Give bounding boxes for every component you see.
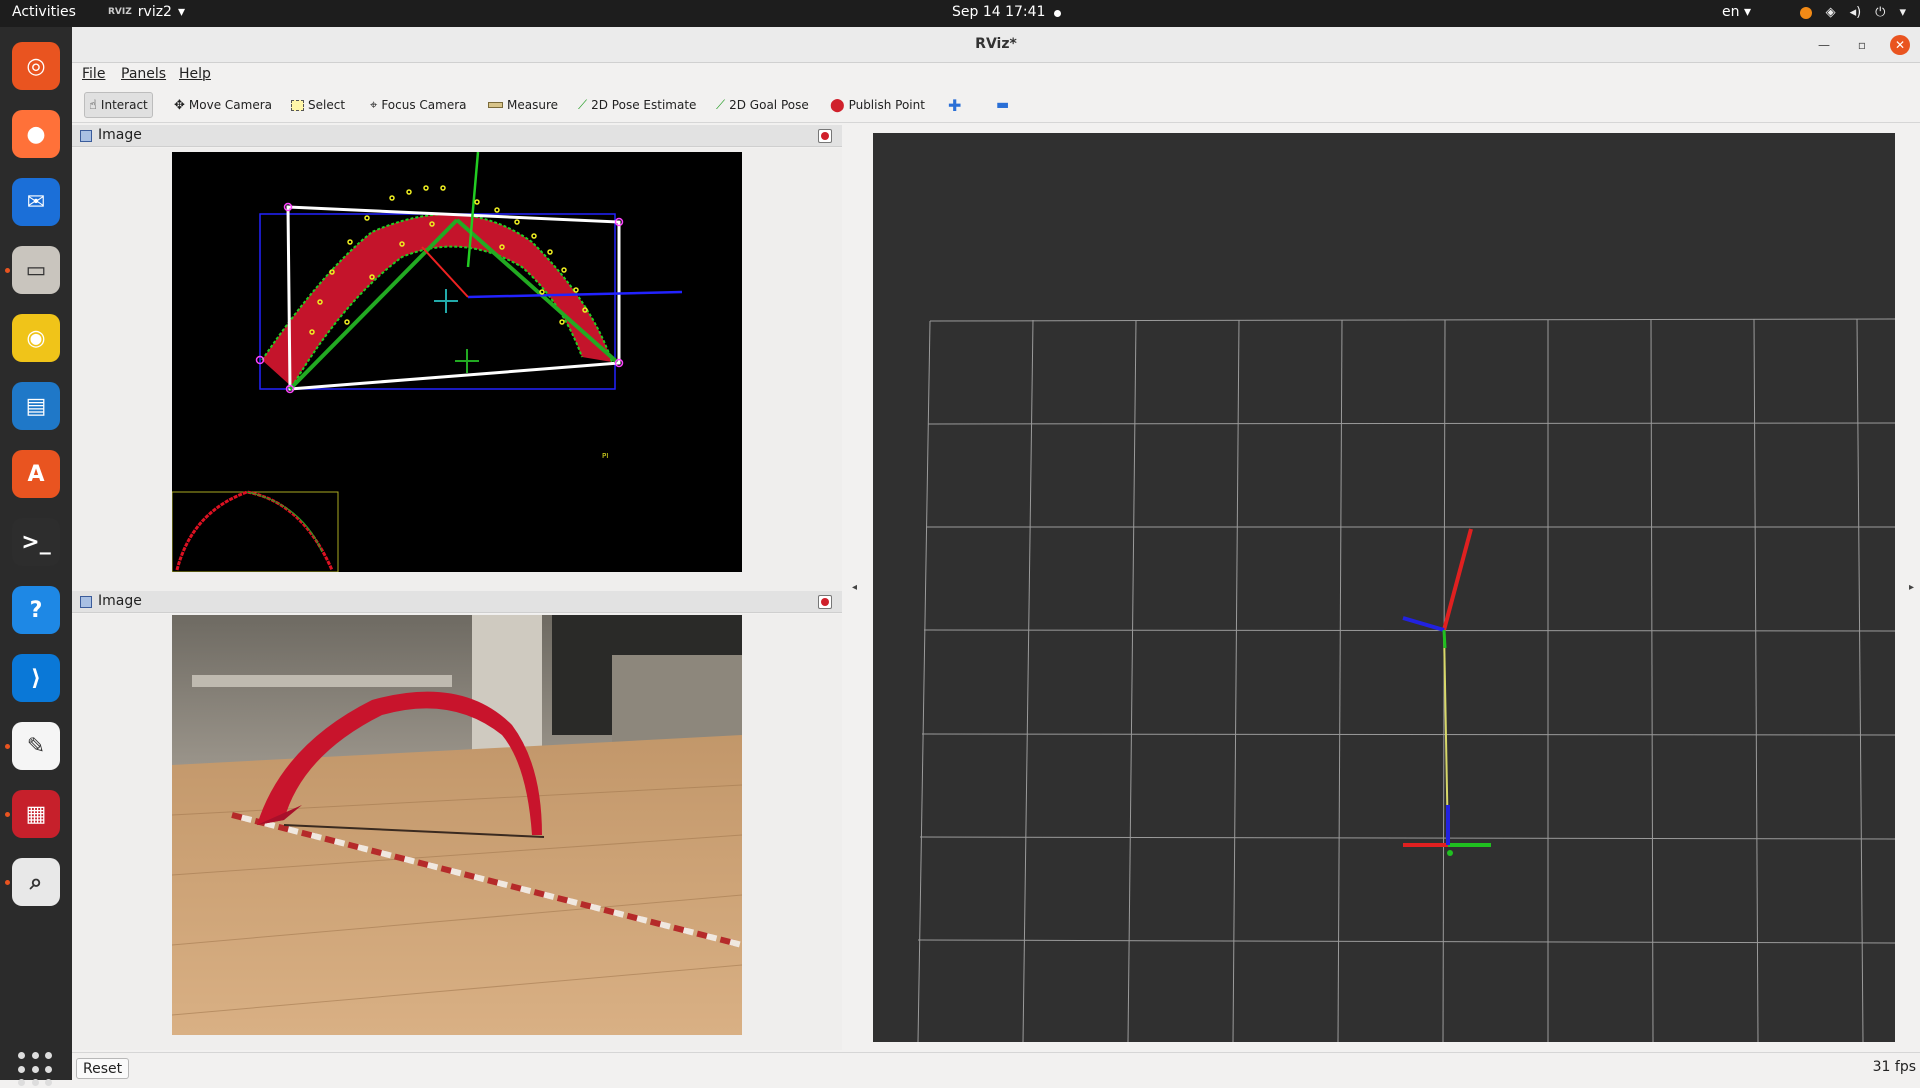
language-selector[interactable]: en ▾	[1722, 4, 1751, 20]
activities-button[interactable]: Activities	[12, 4, 76, 20]
language-label: en	[1722, 4, 1740, 20]
tool-label: Publish Point	[848, 98, 925, 112]
image-panel-header[interactable]: Image	[72, 125, 842, 147]
running-indicator-icon	[5, 268, 10, 273]
minimize-button[interactable]: —	[1818, 38, 1830, 52]
3d-view[interactable]	[873, 133, 1896, 1043]
move-camera-tool[interactable]: ✥ Move Camera	[170, 92, 276, 118]
text-editor-icon[interactable]: ✎	[12, 722, 60, 770]
select-icon	[291, 99, 304, 111]
chevron-down-icon: ▾	[1743, 4, 1751, 20]
search-icon[interactable]: ⌕	[12, 858, 60, 906]
toolbar: ☝ Interact ✥ Move Camera Select ⌖ Focus …	[72, 87, 1920, 123]
pose-estimate-tool[interactable]: ⟋ 2D Pose Estimate	[574, 92, 700, 118]
camera-panel-title: Image	[98, 593, 142, 609]
processed-image: PI	[172, 152, 742, 572]
pose-estimate-icon: ⟋	[578, 97, 588, 113]
collapse-left-icon[interactable]: ◂	[852, 582, 858, 593]
svg-text:PI: PI	[602, 452, 608, 460]
update-indicator-icon[interactable]	[1799, 6, 1812, 19]
tool-label: 2D Goal Pose	[729, 98, 809, 112]
plus-icon: ✚	[948, 95, 962, 115]
3d-grid	[917, 318, 1896, 1043]
move-camera-icon: ✥	[174, 97, 185, 113]
reset-button[interactable]: Reset	[76, 1058, 130, 1079]
rviz-app-icon: RVIZ	[108, 7, 132, 17]
tool-label: Select	[308, 98, 346, 112]
files-icon[interactable]: ▭	[12, 246, 60, 294]
tool-label: 2D Pose Estimate	[591, 98, 697, 112]
firefox-icon[interactable]: ●	[12, 110, 60, 158]
map-pin-icon: ⬤	[830, 97, 845, 113]
top-bar: Activities RVIZ rviz2 ▾ Sep 14 17:41 en …	[0, 0, 1920, 27]
app-menu-label: rviz2	[137, 4, 172, 20]
select-tool[interactable]: Select	[287, 92, 349, 118]
tool-label: Focus Camera	[381, 98, 467, 112]
close-button[interactable]: ✕	[1890, 35, 1910, 55]
volume-icon[interactable]: ◂)	[1849, 5, 1862, 20]
menu-file[interactable]: File	[82, 66, 106, 82]
focus-camera-tool[interactable]: ⌖ Focus Camera	[366, 92, 471, 118]
tool-label: Interact	[100, 98, 148, 112]
image-panel-icon	[80, 596, 92, 608]
camera-panel-header[interactable]: Image	[72, 591, 842, 613]
camera-image	[172, 615, 742, 1035]
app-menu[interactable]: RVIZ rviz2 ▾	[108, 4, 185, 20]
tool-label: Measure	[507, 98, 558, 112]
add-tool-button[interactable]: ✚	[944, 92, 965, 118]
maximize-button[interactable]: ▫	[1857, 38, 1867, 52]
window-title: RViz*	[975, 36, 1017, 52]
menu-panels[interactable]: Panels	[121, 66, 167, 82]
close-panel-icon[interactable]	[818, 129, 832, 143]
publish-point-tool[interactable]: ⬤ Publish Point	[826, 92, 929, 118]
system-tray[interactable]: ◈ ◂) ⏻ ▾	[1799, 5, 1906, 20]
clock[interactable]: Sep 14 17:41	[952, 4, 1046, 20]
image-panel-icon	[80, 130, 92, 142]
ubuntu-icon[interactable]: ◎	[12, 42, 60, 90]
notification-dot-icon	[1054, 10, 1061, 17]
hand-icon: ☝	[89, 97, 97, 113]
running-indicator-icon	[5, 880, 10, 885]
app-center-icon[interactable]: A	[12, 450, 60, 498]
goal-pose-icon: ⟋	[716, 97, 726, 113]
fps-counter: 31 fps	[1872, 1059, 1916, 1075]
running-indicator-icon	[5, 812, 10, 817]
measure-tool[interactable]: Measure	[484, 92, 562, 118]
running-indicator-icon	[5, 744, 10, 749]
power-icon[interactable]: ⏻	[1875, 5, 1886, 20]
chevron-down-icon[interactable]: ▾	[1899, 5, 1906, 20]
thunderbird-icon[interactable]: ✉	[12, 178, 60, 226]
focus-camera-icon: ⌖	[370, 97, 378, 113]
rviz-window: RViz* — ▫ ✕ File Panels Help ☝ Interact …	[72, 27, 1920, 1080]
close-panel-icon[interactable]	[818, 595, 832, 609]
goal-pose-tool[interactable]: ⟋ 2D Goal Pose	[712, 92, 813, 118]
image-panel-title: Image	[98, 127, 142, 143]
help-icon[interactable]: ?	[12, 586, 60, 634]
camera-panel-body	[72, 614, 842, 1050]
tool-label: Move Camera	[188, 98, 272, 112]
remove-tool-button[interactable]: ▬	[992, 92, 1013, 118]
collapse-right-icon[interactable]: ▸	[1909, 582, 1915, 593]
title-bar[interactable]: RViz* — ▫ ✕	[72, 27, 1920, 63]
dock: ◎ ● ✉ ▭ ◉ ▤ A >_? ⟩ ✎ ▦ ⌕	[0, 27, 72, 1087]
rqt-icon[interactable]: ▦	[12, 790, 60, 838]
status-bar: Reset 31 fps	[72, 1052, 1920, 1080]
writer-icon[interactable]: ▤	[12, 382, 60, 430]
rhythmbox-icon[interactable]: ◉	[12, 314, 60, 362]
show-apps-icon[interactable]	[18, 1052, 54, 1088]
vscode-icon[interactable]: ⟩	[12, 654, 60, 702]
network-icon[interactable]: ◈	[1825, 5, 1836, 20]
menu-help[interactable]: Help	[179, 66, 211, 82]
image-panel-body: PI	[72, 148, 842, 603]
interact-tool[interactable]: ☝ Interact	[84, 92, 153, 118]
minus-icon: ▬	[996, 97, 1010, 113]
ruler-icon	[488, 102, 503, 108]
terminal-icon[interactable]: >_	[12, 518, 60, 566]
chevron-down-icon: ▾	[177, 4, 185, 20]
menu-bar: File Panels Help	[72, 63, 1920, 87]
